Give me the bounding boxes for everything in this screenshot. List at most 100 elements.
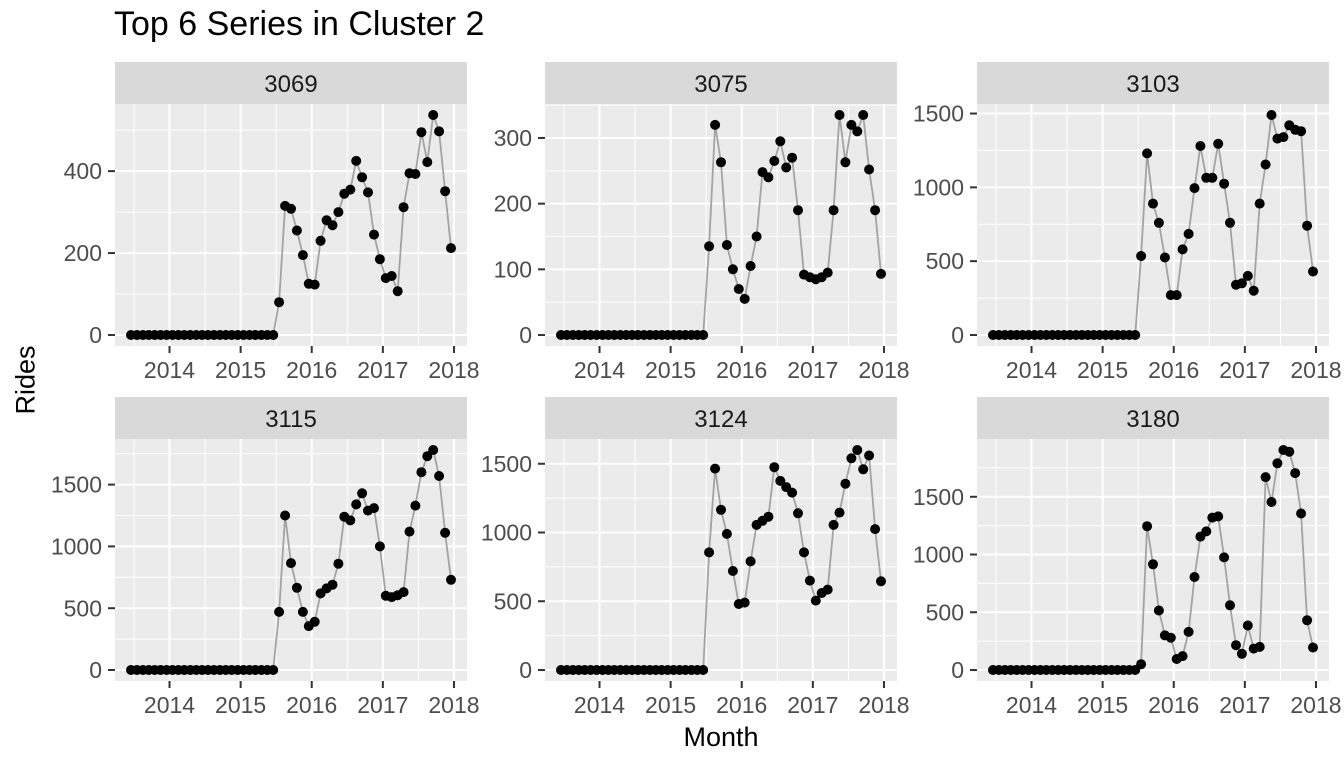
x-axis-title: Month: [683, 722, 759, 752]
data-point: [428, 445, 439, 455]
data-point: [1189, 183, 1200, 194]
x-tick-label: 2017: [357, 357, 408, 383]
data-point: [787, 152, 798, 163]
data-point: [781, 162, 792, 173]
data-point: [745, 556, 756, 567]
data-point: [727, 264, 738, 275]
data-point: [1213, 511, 1224, 522]
y-axis-title: Rides: [10, 345, 41, 415]
data-point: [1225, 600, 1235, 611]
x-tick-label: 2015: [645, 357, 696, 383]
data-point: [1248, 285, 1259, 296]
data-point: [422, 451, 433, 462]
data-point: [1266, 110, 1277, 120]
data-point: [1296, 126, 1307, 137]
x-tick-label: 2018: [428, 692, 479, 718]
data-point: [297, 606, 308, 617]
data-point: [775, 136, 786, 147]
data-point: [870, 205, 881, 216]
facet-strip: [115, 62, 467, 104]
y-tick-label: 200: [64, 240, 102, 266]
data-point: [1159, 252, 1170, 263]
data-point: [1207, 172, 1218, 183]
data-point: [351, 155, 362, 166]
x-tick-label: 2016: [286, 357, 337, 383]
data-point: [1189, 572, 1200, 582]
data-point: [404, 526, 415, 537]
data-point: [333, 558, 344, 569]
data-point: [846, 453, 857, 464]
data-point: [769, 462, 780, 473]
data-point: [804, 575, 815, 586]
data-point: [1183, 228, 1194, 239]
data-point: [834, 507, 845, 518]
data-point: [787, 487, 798, 498]
x-tick-label: 2015: [645, 692, 696, 718]
x-tick-label: 2014: [574, 692, 625, 718]
x-tick-label: 2016: [1148, 357, 1199, 383]
y-tick-label: 1500: [913, 484, 964, 510]
data-point: [1136, 659, 1147, 670]
data-point: [333, 207, 344, 218]
data-point: [1219, 552, 1230, 563]
data-point: [1219, 178, 1230, 189]
y-tick-label: 0: [519, 322, 532, 348]
data-point: [733, 284, 744, 294]
data-point: [291, 225, 302, 236]
data-point: [1242, 620, 1253, 631]
data-point: [1195, 141, 1206, 151]
data-point: [1260, 159, 1271, 170]
data-point: [739, 597, 750, 608]
data-point: [268, 665, 279, 675]
data-point: [1296, 508, 1307, 519]
data-point: [710, 463, 721, 474]
data-point: [1231, 640, 1241, 651]
x-tick-label: 2016: [716, 357, 767, 383]
panel-background: [545, 439, 897, 681]
facet-3075: 2014 2015 2016 2017 2018 0 100 200 300 3075: [494, 62, 910, 383]
data-point: [351, 499, 362, 510]
data-point: [416, 467, 427, 478]
data-point: [297, 250, 308, 261]
facet-strip-label: 3115: [265, 406, 317, 433]
x-tick-label: 2015: [215, 692, 266, 718]
data-point: [775, 475, 786, 486]
data-point: [840, 478, 851, 489]
data-point: [870, 524, 881, 535]
data-point: [327, 220, 338, 231]
data-point: [357, 172, 368, 183]
panel-background: [115, 104, 467, 346]
x-tick-label: 2015: [1077, 357, 1128, 383]
data-point: [698, 330, 709, 340]
data-point: [392, 286, 403, 297]
data-point: [852, 445, 863, 455]
data-point: [286, 558, 296, 569]
data-point: [1136, 251, 1147, 261]
y-tick-label: 1500: [51, 472, 102, 498]
data-point: [716, 157, 726, 168]
y-tick-label: 0: [89, 657, 102, 683]
data-point: [309, 279, 320, 290]
data-point: [1254, 198, 1265, 209]
data-point: [374, 254, 385, 265]
y-tick-label: 1000: [913, 174, 964, 200]
data-point: [840, 157, 851, 168]
data-point: [1266, 497, 1277, 507]
y-tick-label: 0: [519, 657, 532, 683]
y-tick-label: 200: [494, 191, 532, 217]
data-point: [286, 203, 296, 214]
data-point: [386, 271, 397, 281]
data-point: [1148, 198, 1158, 209]
y-tick-label: 0: [951, 657, 964, 683]
data-point: [416, 127, 427, 138]
data-point: [1272, 458, 1283, 469]
data-point: [410, 169, 421, 179]
data-point: [858, 464, 869, 475]
facet-strip: [977, 397, 1329, 439]
y-tick-label: 0: [89, 322, 102, 348]
x-tick-label: 2017: [357, 692, 408, 718]
data-point: [434, 126, 445, 137]
panel-background: [977, 104, 1329, 346]
data-point: [834, 110, 845, 120]
